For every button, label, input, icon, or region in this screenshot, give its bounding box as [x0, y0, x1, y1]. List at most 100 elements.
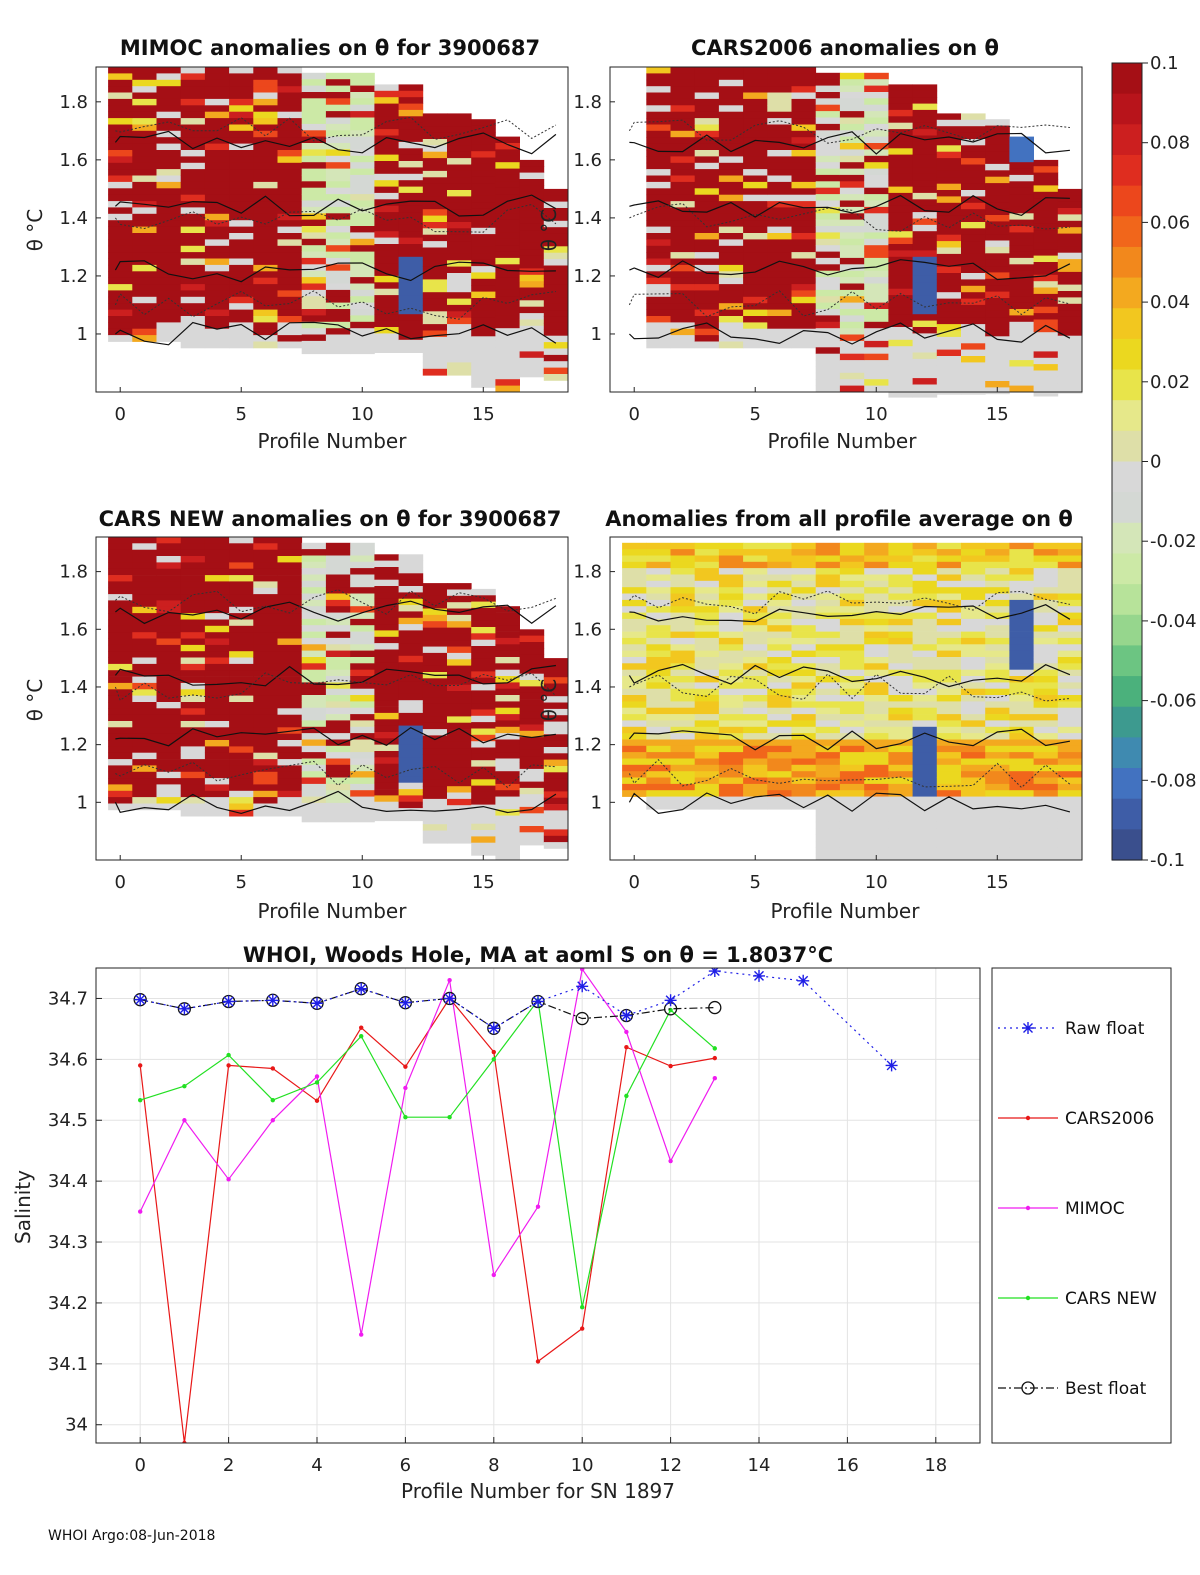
heatmap-cell [495, 149, 520, 157]
y-tick-label: 34.5 [48, 1110, 88, 1131]
heatmap-cell [519, 686, 545, 694]
heatmap-cell [374, 224, 399, 232]
heatmap-cell [694, 79, 720, 87]
heatmap-cell [447, 697, 472, 704]
heatmap-cell [815, 669, 841, 677]
heatmap-cell [791, 733, 817, 740]
heatmap-cell [815, 155, 841, 163]
x-tick-label: 14 [748, 1455, 771, 1476]
heatmap-cell [301, 720, 327, 728]
heatmap-cell [646, 676, 671, 683]
heatmap-cell [1033, 688, 1059, 696]
y-tick-label: 1 [77, 792, 88, 813]
heatmap-cell [743, 258, 768, 266]
heatmap-cell [471, 368, 496, 375]
heatmap-cell [253, 625, 278, 633]
heatmap-cell [350, 606, 375, 613]
contour-line-dotted [114, 589, 557, 789]
heatmap-cell [694, 175, 720, 183]
y-tick-label: 1.8 [59, 562, 88, 583]
heatmap-cell [108, 162, 133, 170]
heatmap-cell [1009, 841, 1034, 848]
heatmap-cell [670, 663, 696, 670]
heatmap-cell [1057, 574, 1083, 582]
heatmap-cell [132, 568, 157, 576]
heatmap-cell [961, 828, 986, 835]
heatmap-cell [301, 777, 327, 785]
heatmap-cell [253, 296, 278, 304]
colorbar-swatch [1112, 63, 1142, 95]
heatmap-cell [888, 618, 913, 626]
heatmap-cell [132, 111, 157, 119]
heatmap-cell [325, 155, 351, 163]
heatmap-cell [888, 320, 913, 328]
heatmap-cell [422, 304, 448, 312]
heatmap-cell [495, 676, 520, 683]
heatmap-cell [180, 143, 206, 151]
heatmap-cell [229, 752, 254, 760]
heatmap-cell [495, 251, 520, 259]
heatmap-cell [912, 390, 938, 398]
heatmap-cell [912, 821, 938, 829]
data-point [226, 1063, 231, 1068]
heatmap-cell [374, 161, 399, 168]
heatmap-cell [471, 734, 496, 742]
heatmap-cell [277, 316, 303, 323]
heatmap-cell [1009, 834, 1034, 842]
heatmap-cell [543, 715, 569, 722]
heatmap-cell [718, 612, 744, 620]
heatmap-cell [398, 782, 424, 790]
heatmap-cell [864, 277, 889, 284]
heatmap-cell [229, 568, 254, 576]
heatmap-cell [447, 260, 472, 268]
heatmap-cell [815, 815, 841, 823]
heatmap-cell [815, 334, 841, 342]
heatmap-cell [839, 663, 865, 670]
heatmap-cell [743, 625, 768, 632]
heatmap-cell [156, 765, 182, 773]
heatmap-cell [447, 298, 472, 306]
heatmap-cell [767, 124, 792, 132]
heatmap-cell [156, 105, 182, 113]
heatmap-cell [791, 150, 817, 157]
heatmap-cell [447, 767, 472, 774]
heatmap-cell [791, 328, 817, 336]
heatmap-cell [229, 73, 254, 81]
heatmap-cell [670, 752, 696, 759]
heatmap-cell [888, 847, 913, 854]
heatmap-cell [350, 802, 375, 810]
heatmap-cell [301, 174, 327, 182]
heatmap-cell [961, 580, 986, 588]
heatmap-cell [229, 784, 254, 792]
heatmap-cell [325, 130, 351, 138]
heatmap-cell [495, 796, 520, 804]
heatmap-cell [985, 246, 1010, 254]
heatmap-cell [670, 676, 696, 683]
heatmap-cell [277, 284, 303, 291]
heatmap-cell [398, 307, 424, 315]
heatmap-cell [132, 73, 157, 81]
heatmap-cell [253, 606, 278, 614]
heatmap-cell [156, 264, 182, 272]
heatmap-cell [398, 795, 424, 803]
heatmap-cell [108, 328, 133, 336]
heatmap-cell [912, 593, 938, 601]
heatmap-cell [180, 784, 206, 792]
heatmap-cell [132, 258, 157, 266]
heatmap-cell [839, 701, 865, 709]
heatmap-cell [229, 651, 254, 658]
heatmap-cell [670, 764, 696, 772]
heatmap-cell [646, 316, 671, 323]
heatmap-cell [374, 795, 399, 803]
heatmap-cell [180, 309, 206, 317]
heatmap-cell [495, 657, 520, 664]
heatmap-cell [229, 118, 254, 125]
heatmap-cell [301, 593, 327, 601]
x-tick-label: 0 [628, 872, 639, 893]
heatmap-cell [325, 631, 351, 639]
heatmap-cell [301, 561, 327, 569]
heatmap-cell [912, 378, 938, 385]
heatmap-cell [718, 143, 744, 151]
heatmap-cell [815, 828, 841, 835]
heatmap-cell [718, 542, 744, 550]
